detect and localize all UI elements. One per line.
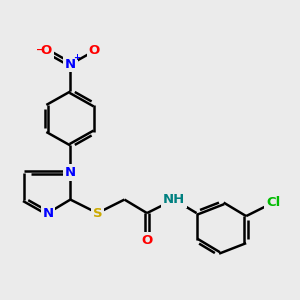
Text: NH: NH [163,193,185,206]
Text: O: O [89,44,100,57]
Text: S: S [93,207,102,220]
Text: N: N [65,166,76,179]
Text: O: O [141,234,153,247]
Text: O: O [41,44,52,57]
Text: N: N [42,207,53,220]
Text: Cl: Cl [266,196,280,209]
Text: N: N [65,58,76,71]
Text: +: + [74,53,80,62]
Text: −: − [36,44,44,54]
